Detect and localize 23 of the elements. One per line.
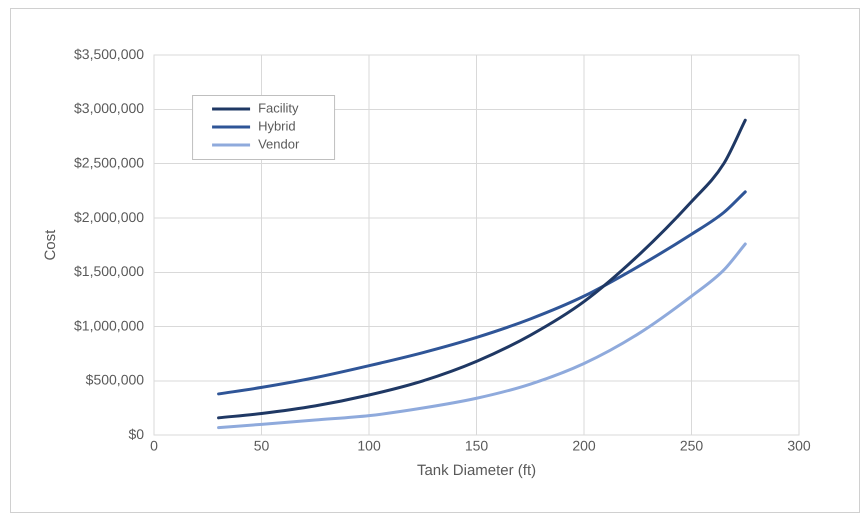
legend-label: Hybrid xyxy=(258,118,296,134)
x-tick-label: 150 xyxy=(464,437,488,454)
x-tick-label: 0 xyxy=(150,437,158,454)
x-tick-label: 250 xyxy=(680,437,704,454)
x-axis-title: Tank Diameter (ft) xyxy=(416,462,536,480)
y-tick-label: $3,500,000 xyxy=(74,46,144,62)
y-tick-label: $2,500,000 xyxy=(74,154,144,170)
y-tick-label: $0 xyxy=(128,426,144,442)
y-axis-title: Cost xyxy=(42,228,60,261)
x-tick-label: 50 xyxy=(254,437,270,454)
legend-label: Facility xyxy=(258,100,300,116)
line-series xyxy=(217,242,747,430)
x-tick-label: 100 xyxy=(357,437,381,454)
line-series xyxy=(217,190,747,396)
x-tick-label: 200 xyxy=(572,437,596,454)
y-tick-label: $1,000,000 xyxy=(74,317,144,334)
line-series xyxy=(217,118,747,420)
x-tick-label: 300 xyxy=(787,437,811,454)
y-tick-label: $3,000,000 xyxy=(74,100,144,116)
y-tick-label: $2,000,000 xyxy=(74,208,144,225)
legend-label: Vendor xyxy=(258,136,300,152)
y-tick-label: $500,000 xyxy=(86,372,144,388)
y-tick-label: $1,500,000 xyxy=(74,263,144,280)
